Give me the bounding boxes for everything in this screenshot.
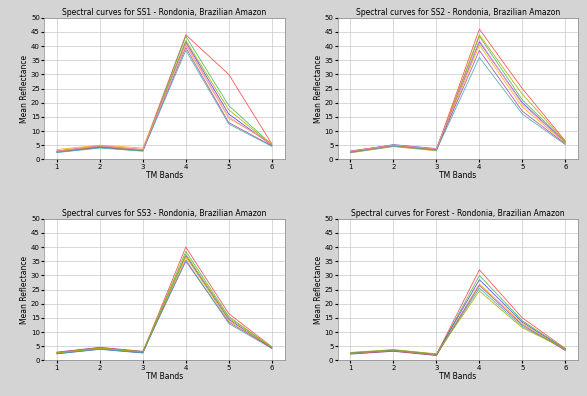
- Y-axis label: Mean Reflectance: Mean Reflectance: [314, 255, 323, 324]
- X-axis label: TM Bands: TM Bands: [146, 372, 183, 381]
- X-axis label: TM Bands: TM Bands: [439, 171, 477, 180]
- Y-axis label: Mean Reflectance: Mean Reflectance: [314, 55, 323, 123]
- Y-axis label: Mean Reflectance: Mean Reflectance: [21, 55, 29, 123]
- Title: Spectral curves for SS3 - Rondonia, Brazilian Amazon: Spectral curves for SS3 - Rondonia, Braz…: [62, 209, 266, 218]
- Title: Spectral curves for Forest - Rondonia, Brazilian Amazon: Spectral curves for Forest - Rondonia, B…: [351, 209, 565, 218]
- Y-axis label: Mean Reflectance: Mean Reflectance: [21, 255, 29, 324]
- X-axis label: TM Bands: TM Bands: [439, 372, 477, 381]
- Title: Spectral curves for SS2 - Rondonia, Brazilian Amazon: Spectral curves for SS2 - Rondonia, Braz…: [356, 8, 560, 17]
- Title: Spectral curves for SS1 - Rondonia, Brazilian Amazon: Spectral curves for SS1 - Rondonia, Braz…: [62, 8, 266, 17]
- X-axis label: TM Bands: TM Bands: [146, 171, 183, 180]
